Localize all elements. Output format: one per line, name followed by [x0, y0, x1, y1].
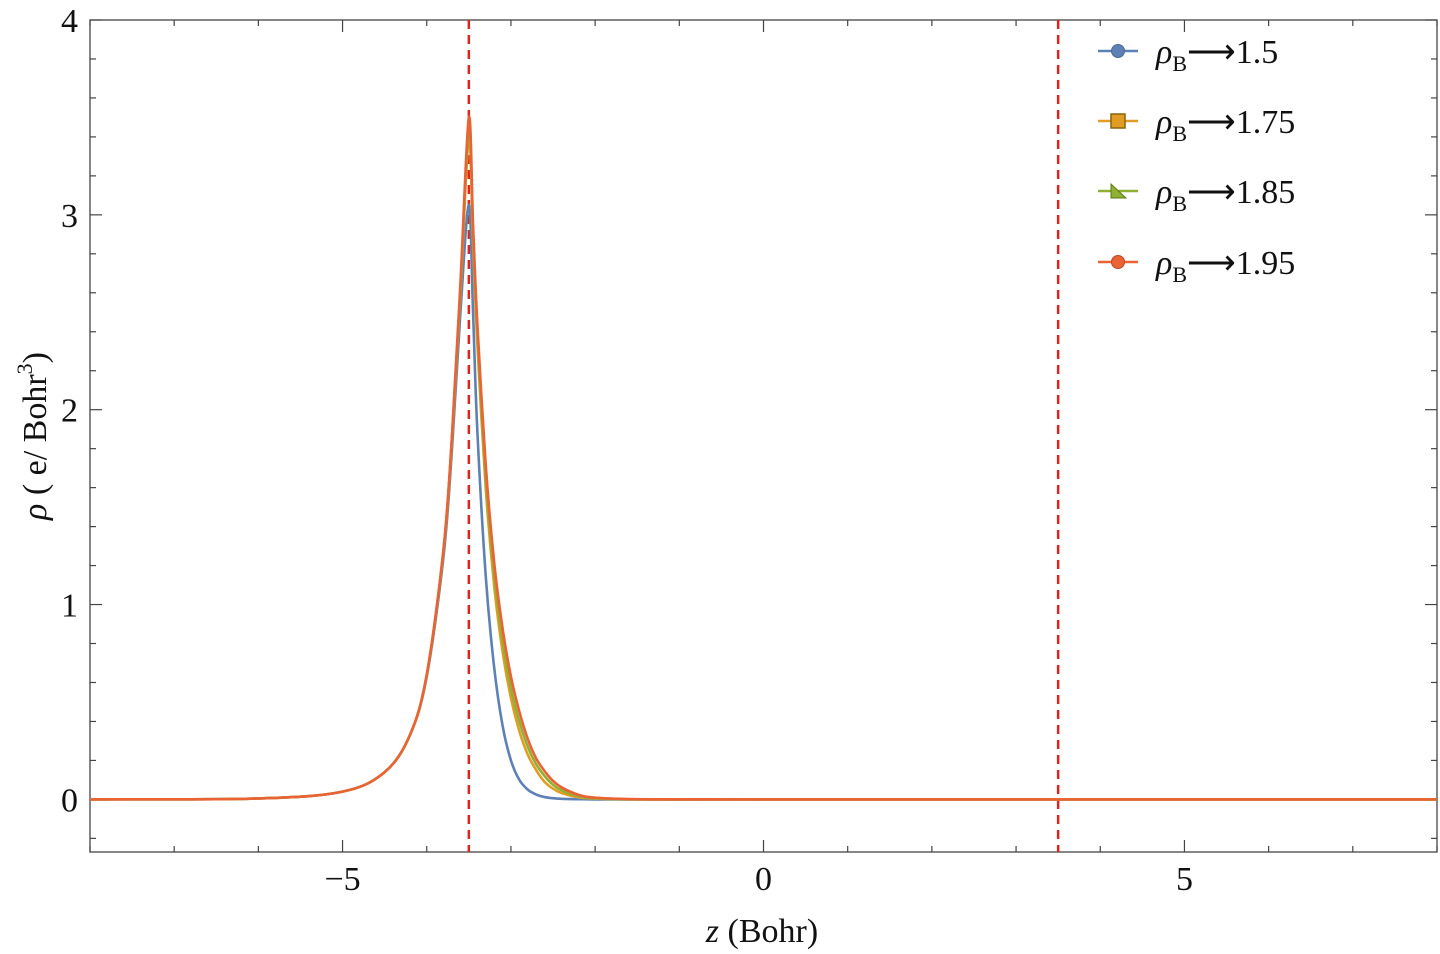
- series-lines: [90, 115, 1437, 801]
- y-tick-label: 4: [61, 3, 78, 40]
- legend: ρB⟶1.5 ρB⟶1.75 ρB⟶1.85 ρB⟶1.95: [1098, 34, 1295, 287]
- legend-marker-square: [1110, 113, 1126, 129]
- x-tick-label: 0: [755, 861, 772, 898]
- axis-ticks: [89, 19, 1438, 852]
- legend-marker-circle: [1111, 255, 1125, 269]
- svg-text:ρB⟶1.75: ρB⟶1.75: [1155, 104, 1295, 146]
- y-tick-label: 3: [61, 198, 78, 235]
- reference-lines: [467, 20, 1060, 852]
- plot-frame: [89, 19, 1438, 853]
- legend-marker-circle: [1111, 44, 1125, 58]
- x-axis-title: z (Bohr): [705, 913, 818, 950]
- y-tick-label: 1: [61, 588, 78, 625]
- tick-labels: −5 0 5 0 1 2 3 4: [61, 3, 1193, 898]
- x-tick-label: −5: [324, 861, 360, 898]
- legend-entry: ρB⟶1.75: [1098, 104, 1295, 146]
- legend-marker-triangle: [1110, 182, 1128, 199]
- legend-entry: ρB⟶1.5: [1098, 34, 1278, 76]
- series-line-4: [90, 115, 1437, 801]
- plot-border: [89, 19, 1438, 853]
- svg-text:ρB⟶1.95: ρB⟶1.95: [1155, 245, 1295, 287]
- x-tick-label: 5: [1176, 861, 1193, 898]
- series-line-3: [90, 125, 1437, 801]
- legend-entry: ρB⟶1.95: [1098, 245, 1295, 287]
- legend-entry: ρB⟶1.85: [1098, 174, 1295, 216]
- series-line-2: [90, 135, 1437, 801]
- svg-text:ρB⟶1.5: ρB⟶1.5: [1155, 34, 1278, 76]
- svg-text:ρB⟶1.85: ρB⟶1.85: [1155, 174, 1295, 216]
- y-axis-title: ρ ( e/ Bohr3): [12, 352, 54, 521]
- y-tick-label: 0: [61, 782, 78, 819]
- series-line-1: [90, 203, 1437, 801]
- y-tick-label: 2: [61, 393, 78, 430]
